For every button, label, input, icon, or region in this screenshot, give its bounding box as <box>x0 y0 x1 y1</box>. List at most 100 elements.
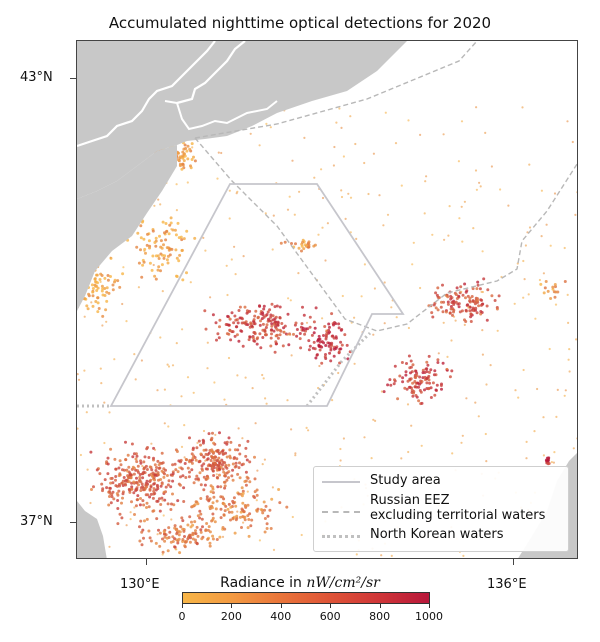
detection-point <box>144 483 148 487</box>
detection-point <box>274 315 278 319</box>
detection-point <box>221 535 225 538</box>
detection-point <box>183 535 186 538</box>
detection-point <box>286 208 290 211</box>
detection-point <box>154 541 158 545</box>
detection-point <box>145 517 149 521</box>
detection-point <box>224 504 228 508</box>
legend-row-north-korea: North Korean waters <box>322 527 504 542</box>
detection-point <box>180 395 183 398</box>
detection-point <box>197 439 201 443</box>
detection-point <box>283 330 286 333</box>
detection-point <box>442 133 445 136</box>
detection-point <box>485 460 488 463</box>
detection-point <box>436 358 440 362</box>
detection-point <box>461 434 464 437</box>
detection-point <box>209 490 213 494</box>
detection-point <box>139 489 143 492</box>
detection-point <box>419 133 422 136</box>
detection-point <box>241 501 245 505</box>
detection-point <box>410 424 413 427</box>
detection-point <box>214 321 218 325</box>
colorbar-tick-label: 600 <box>319 610 341 623</box>
detection-point <box>280 322 284 325</box>
detection-point <box>89 501 92 505</box>
detection-point <box>178 483 182 487</box>
detection-point <box>317 334 321 338</box>
detection-point <box>273 305 277 309</box>
detection-point <box>237 466 241 470</box>
detection-point <box>415 374 419 378</box>
detection-point <box>110 495 114 499</box>
detection-point <box>514 389 517 392</box>
detection-point <box>338 107 341 110</box>
detection-point <box>154 277 158 281</box>
detection-point <box>412 241 415 244</box>
detection-point <box>253 322 257 326</box>
detection-point <box>199 530 203 534</box>
detection-point <box>246 526 250 530</box>
detection-point <box>201 441 205 445</box>
detection-point <box>236 448 240 452</box>
detection-point <box>246 490 249 493</box>
detection-point <box>433 369 437 373</box>
country-border <box>77 41 216 148</box>
colorbar-tick-label: 200 <box>220 610 242 623</box>
detection-point <box>300 249 303 253</box>
detection-point <box>162 514 165 517</box>
detection-point <box>208 541 212 545</box>
detection-point <box>340 195 344 199</box>
detection-point <box>103 401 106 404</box>
detection-point <box>150 268 154 272</box>
detection-point <box>132 466 136 470</box>
detection-point <box>184 476 188 479</box>
detection-point <box>458 217 461 220</box>
detection-point <box>448 311 452 315</box>
detection-point <box>133 353 136 356</box>
detection-point <box>481 290 484 294</box>
detection-point <box>202 475 206 479</box>
detection-point <box>182 159 186 163</box>
detection-point <box>331 399 334 402</box>
detection-point <box>153 204 156 207</box>
detection-point <box>181 278 185 282</box>
detection-point <box>242 510 246 514</box>
detection-point <box>89 450 93 454</box>
detection-point <box>318 364 321 368</box>
detection-point <box>157 198 160 201</box>
map-title: Accumulated nighttime optical detections… <box>108 14 492 32</box>
detection-point <box>408 385 412 389</box>
detection-point <box>156 254 160 258</box>
detection-point <box>209 459 213 462</box>
detection-point <box>468 299 472 303</box>
detection-point <box>525 457 528 460</box>
detection-point <box>156 499 160 503</box>
detection-point <box>286 312 290 316</box>
detection-point <box>335 121 338 124</box>
russian-eez-line <box>194 41 478 139</box>
detection-point <box>201 525 204 529</box>
colorbar-label-unit: nW/cm²/sr <box>306 575 380 591</box>
detection-point <box>226 507 230 511</box>
detection-point <box>404 370 408 374</box>
detection-point <box>218 535 222 539</box>
detection-point <box>139 461 143 465</box>
detection-point <box>181 162 185 166</box>
detection-point <box>463 282 467 286</box>
detection-point <box>462 554 465 558</box>
detection-point <box>186 144 190 148</box>
detection-point <box>224 323 228 326</box>
detection-point <box>330 344 334 347</box>
detection-point <box>554 290 558 294</box>
detection-point <box>423 212 426 215</box>
detection-point <box>307 245 310 249</box>
detection-point <box>174 233 178 237</box>
detection-point <box>140 482 144 486</box>
detection-point <box>148 536 152 540</box>
detection-point <box>135 476 138 480</box>
detection-point <box>183 462 187 465</box>
detection-point <box>145 506 148 509</box>
detection-point <box>427 387 430 391</box>
detection-point <box>340 189 343 192</box>
detection-point <box>86 468 89 471</box>
detection-point <box>420 401 424 405</box>
